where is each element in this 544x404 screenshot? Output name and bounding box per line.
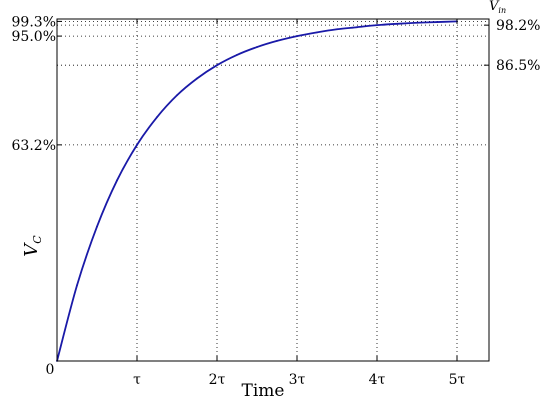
data-point (336, 28, 338, 31)
tick-labels: 0 τ 2τ 3τ 4τ 5τ 63.2% 95.0%99.3% 86.5% 98.2% (12, 14, 541, 388)
data-point (416, 21, 418, 24)
data-point (256, 46, 258, 48)
tick-marks (56, 19, 489, 362)
data-point (356, 26, 358, 29)
right-axis-top-label-main: V (489, 0, 500, 14)
y-axis-label-main: V (21, 242, 42, 257)
y-axis-label-sub: C (31, 235, 44, 244)
x-tick-label: 3τ (289, 372, 306, 388)
y-tick-label-right: 86.5% (496, 58, 540, 74)
x-tick-label: 2τ (209, 372, 226, 388)
x-tick-label: 5τ (449, 372, 466, 388)
data-point (96, 225, 98, 228)
right-axis-top-label: Vin (489, 0, 506, 15)
data-point (176, 94, 178, 97)
y-tick-label-left: 99.3% (12, 14, 56, 30)
data-point (316, 31, 318, 34)
data-point (216, 64, 218, 67)
x-tick-label: 4τ (369, 372, 386, 388)
data-point (376, 24, 378, 27)
x-axis-label: Time (242, 381, 285, 401)
data-point (396, 22, 398, 25)
data-point (196, 77, 198, 80)
grid-lines (56, 19, 489, 362)
data-point (156, 116, 158, 119)
data-point (276, 39, 278, 42)
y-tick-label-right: 98.2% (496, 18, 540, 34)
y-tick-label-left: 95.0% (12, 29, 56, 45)
x-tick-label: 0 (46, 362, 55, 378)
data-point (116, 179, 118, 182)
data-point (76, 284, 78, 287)
data-point (136, 143, 138, 146)
data-point (296, 35, 298, 37)
data-point (436, 21, 438, 23)
charging-curve-line (56, 20, 458, 362)
right-axis-top-label-sub: in (498, 6, 506, 15)
y-axis-label: VC (21, 235, 44, 257)
series-layer (56, 20, 458, 362)
plot-frame (56, 18, 490, 362)
y-tick-label-left: 63.2% (12, 138, 56, 154)
x-tick-label: τ (133, 372, 141, 388)
data-point (236, 54, 238, 56)
